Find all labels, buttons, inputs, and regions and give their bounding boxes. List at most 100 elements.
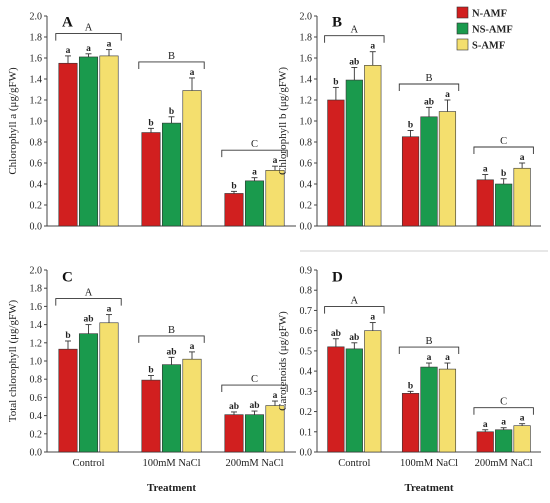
y-tick-label: 1.8	[300, 33, 313, 44]
significance-letter: a	[370, 42, 375, 52]
group-bracket	[473, 407, 534, 415]
group-letter: A	[351, 296, 359, 307]
group-letter: C	[251, 139, 258, 150]
significance-letter: ab	[349, 333, 359, 343]
significance-letter: ab	[166, 347, 176, 357]
chart-panel-b: B 0.0 0.2 0.4 0.6 0.8 1.0 1.2 1.4 1.6 1.8 2.0 Chloro…	[277, 12, 541, 233]
significance-letter: a	[190, 342, 195, 352]
bar	[438, 368, 457, 453]
group-letter: A	[351, 25, 359, 36]
y-tick-label: 1.6	[30, 302, 43, 313]
y-tick-label: 2.0	[30, 266, 43, 277]
bar	[495, 429, 513, 453]
bar	[345, 79, 363, 227]
significance-letter: a	[252, 168, 257, 178]
significance-letter: a	[520, 414, 525, 424]
y-tick-label: 0.7	[300, 306, 313, 317]
significance-letter: b	[408, 120, 413, 130]
chart-panel-a: A 0.0 0.2 0.4 0.6 0.8 1.0 1.2 1.4 1.6 1.8 2.0 Chloro…	[7, 12, 296, 233]
significance-letter: a	[86, 44, 91, 54]
y-tick-label: 1.2	[300, 96, 313, 107]
panel-letter: D	[332, 270, 343, 286]
legend-swatch	[456, 6, 469, 19]
bar	[345, 348, 363, 453]
y-tick-label: 2.0	[30, 12, 43, 23]
bar	[327, 99, 345, 227]
group-letter: C	[500, 397, 507, 408]
bar	[78, 333, 99, 453]
group-letter: B	[168, 51, 175, 62]
legend-swatch	[456, 22, 469, 35]
y-axis-label: Chlorophyll b (μg/gFW)	[277, 67, 289, 175]
significance-letter: a	[107, 40, 112, 50]
significance-letter: b	[148, 366, 153, 376]
x-tick-label: 100mM NaCl	[142, 458, 200, 469]
y-axis-label: Carotenoids (μg/gFW)	[277, 311, 289, 411]
bar	[438, 111, 457, 227]
group-bracket	[221, 149, 288, 158]
legend-label: NS-AMF	[472, 25, 513, 36]
bar	[141, 132, 161, 227]
legend-label: S-AMF	[472, 41, 505, 52]
significance-letter: b	[65, 331, 70, 341]
y-tick-label: 0.8	[30, 375, 43, 386]
y-tick-label: 0.2	[30, 429, 43, 440]
bar	[182, 90, 202, 227]
y-tick-label: 0.6	[300, 326, 313, 337]
significance-letter: a	[370, 313, 375, 323]
significance-letter: a	[445, 353, 450, 363]
y-tick-label: 0.1	[300, 427, 313, 438]
chart-panel-c: C 0.0 0.2 0.4 0.6 0.8 1.0 1.2 1.4 1.6 1.8 2.0 Total …	[7, 266, 296, 494]
significance-letter: ab	[83, 315, 93, 325]
significance-letter: b	[231, 181, 236, 191]
y-tick-label: 1.2	[30, 338, 43, 349]
bar	[265, 405, 285, 453]
group-bracket	[398, 83, 460, 91]
y-axis-label: Chlorophyll a (μg/gFW)	[7, 67, 19, 175]
group-bracket	[138, 61, 205, 69]
bar	[401, 393, 420, 453]
x-axis-title: Treatment	[147, 482, 196, 494]
significance-letter: a	[190, 68, 195, 78]
y-tick-label: 0.0	[30, 448, 43, 459]
significance-letter: a	[483, 420, 488, 430]
bar	[244, 414, 265, 453]
y-tick-label: 1.2	[30, 96, 43, 107]
y-tick-label: 0.4	[30, 180, 43, 191]
significance-letter: a	[107, 305, 112, 315]
bar	[161, 122, 182, 227]
x-tick-label: 200mM NaCl	[475, 458, 533, 469]
bar	[99, 55, 119, 227]
panel-letter: B	[332, 15, 342, 31]
significance-letter: a	[273, 391, 278, 401]
significance-letter: b	[408, 381, 413, 391]
panel-letter: C	[62, 270, 73, 286]
group-bracket	[324, 306, 385, 314]
bar	[513, 167, 531, 227]
y-tick-label: 0.0	[30, 222, 43, 233]
group-letter: C	[500, 136, 507, 147]
group-bracket	[324, 35, 385, 43]
y-tick-label: 1.4	[30, 320, 43, 331]
y-tick-label: 0.6	[300, 159, 313, 170]
group-bracket	[55, 298, 122, 306]
group-bracket	[221, 384, 288, 393]
significance-letter: b	[169, 107, 174, 117]
y-tick-label: 1.8	[30, 284, 43, 295]
group-letter: B	[168, 325, 175, 336]
significance-letter: a	[273, 156, 278, 166]
y-tick-label: 0.8	[300, 138, 313, 149]
bar	[420, 366, 438, 453]
significance-letter: a	[445, 90, 450, 100]
x-axis-title: Treatment	[404, 482, 453, 494]
y-tick-label: 0.0	[300, 448, 313, 459]
bar	[224, 414, 244, 453]
bar	[327, 346, 345, 453]
y-tick-label: 0.9	[300, 266, 313, 277]
y-tick-label: 2.0	[300, 12, 313, 23]
significance-letter: ab	[229, 402, 239, 412]
group-bracket	[398, 346, 460, 355]
y-tick-label: 0.4	[30, 411, 43, 422]
